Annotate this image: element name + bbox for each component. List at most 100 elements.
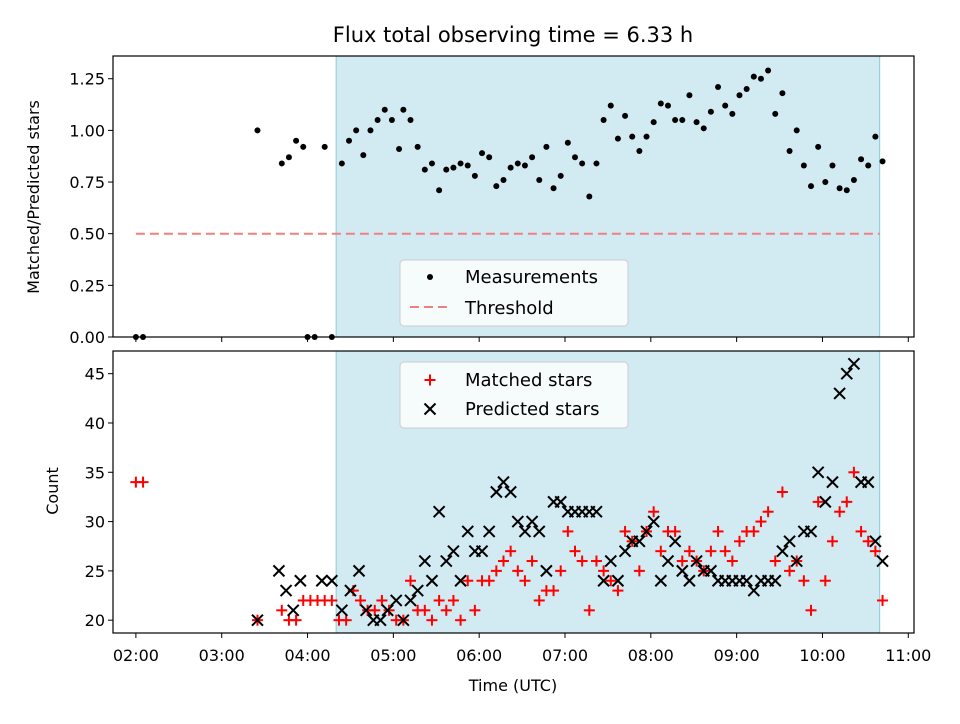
measurement-point <box>650 119 657 126</box>
matched-star-point <box>526 555 538 567</box>
matched-star-point <box>862 535 874 547</box>
bottom-y-tick-label: 40 <box>85 414 105 433</box>
predicted-star-point <box>640 525 653 538</box>
matched-star-point <box>719 545 731 557</box>
measurement-point <box>450 164 457 171</box>
matched-star-point <box>519 575 531 587</box>
predicted-star-point <box>344 584 357 597</box>
cross-b <box>747 584 761 597</box>
measurement-point <box>479 150 486 157</box>
cross-b <box>381 604 394 617</box>
x-tick-label: 09:00 <box>714 646 760 665</box>
matched-star-point <box>605 575 617 587</box>
cross-b <box>790 554 803 568</box>
measurement-point <box>829 162 836 169</box>
matched-star-point <box>505 545 517 557</box>
predicted-star-point <box>618 544 632 558</box>
predicted-star-point <box>447 544 460 558</box>
matched-star-point <box>819 575 831 587</box>
predicted-star-point <box>425 574 439 587</box>
bottom-y-tick-label: 20 <box>85 611 105 630</box>
legend-matched-marker <box>424 374 436 386</box>
measurement-point <box>664 102 671 109</box>
predicted-star-point <box>540 564 553 578</box>
x-tick-label: 04:00 <box>284 646 330 665</box>
predicted-star-point <box>668 535 682 548</box>
cross-b <box>504 485 517 499</box>
predicted-star-point <box>790 554 803 568</box>
cross-b <box>482 525 496 538</box>
measurement-point <box>686 92 693 99</box>
cross-b <box>811 466 825 479</box>
cross-b <box>440 554 453 568</box>
matched-star-point <box>712 525 724 537</box>
cross-b <box>590 505 603 518</box>
matched-star-point <box>533 594 545 606</box>
cross-b <box>676 564 689 578</box>
cross-b <box>704 564 718 578</box>
predicted-star-point <box>740 574 753 587</box>
predicted-star-point <box>490 485 503 499</box>
x-tick-label: 07:00 <box>542 646 588 665</box>
predicted-star-point <box>482 525 496 538</box>
measurement-point <box>736 92 743 99</box>
x-tick-label: 10:00 <box>799 646 845 665</box>
measurement-point <box>564 139 571 146</box>
matched-star-point <box>548 585 560 597</box>
predicted-star-point <box>525 515 539 528</box>
cross-b <box>404 594 417 607</box>
cross-b <box>335 604 349 617</box>
matched-star-point <box>490 565 502 577</box>
matched-star-point <box>776 486 788 498</box>
matched-star-point <box>812 496 824 508</box>
predicted-star-point <box>554 495 567 509</box>
predicted-star-point <box>251 613 264 627</box>
measurement-point <box>464 162 471 169</box>
bottom-y-axis-label: Count <box>43 467 62 515</box>
measurement-point <box>879 158 886 165</box>
predicted-star-point <box>769 574 782 587</box>
measurement-point <box>346 137 353 144</box>
bottom-axes-frame <box>112 350 915 634</box>
cross-b <box>833 387 846 400</box>
bottom-legend: Matched stars Predicted stars <box>399 361 629 429</box>
predicted-star-point <box>390 594 403 607</box>
measurement-point <box>693 119 700 126</box>
top-y-tick-label: 1.25 <box>69 70 105 89</box>
matched-star-point <box>648 506 660 518</box>
bottom-y-tick-label: 30 <box>85 513 105 532</box>
matched-star-point <box>340 614 352 626</box>
matched-star-point <box>705 545 717 557</box>
predicted-star-point <box>381 604 394 617</box>
legend-threshold-label: Threshold <box>464 298 554 319</box>
predicted-star-point <box>704 564 718 578</box>
cross-b <box>294 574 307 587</box>
predicted-star-point <box>676 564 689 578</box>
cross-b <box>425 574 439 587</box>
measurement-point <box>822 179 829 186</box>
measurement-point <box>521 162 528 169</box>
matched-star-point <box>276 604 288 616</box>
measurement-point <box>607 102 614 109</box>
top-y-axis-label: Matched/Predicted stars <box>24 100 43 294</box>
predicted-star-point <box>647 515 660 528</box>
measurement-point <box>353 127 360 134</box>
cross-b <box>554 495 567 509</box>
measurement-point <box>850 176 857 183</box>
measurement-point <box>629 133 636 140</box>
measurement-point <box>493 183 500 190</box>
matched-star-point <box>669 525 681 537</box>
cross-b <box>869 535 882 548</box>
matched-star-point <box>848 466 860 478</box>
cross-b <box>454 574 467 587</box>
cross-b <box>640 525 653 538</box>
measurement-point <box>700 125 707 132</box>
matched-star-point <box>633 565 645 577</box>
predicted-star-point <box>811 466 825 479</box>
predicted-star-point <box>411 584 424 597</box>
measurement-point <box>278 160 285 167</box>
cross-b <box>776 544 789 558</box>
bottom-panel: 20 25 30 35 40 45 02:00 03:00 04:00 05:00 06:00 07:… <box>85 350 931 665</box>
matched-star-point <box>598 565 610 577</box>
legend-predicted-marker <box>423 402 437 416</box>
